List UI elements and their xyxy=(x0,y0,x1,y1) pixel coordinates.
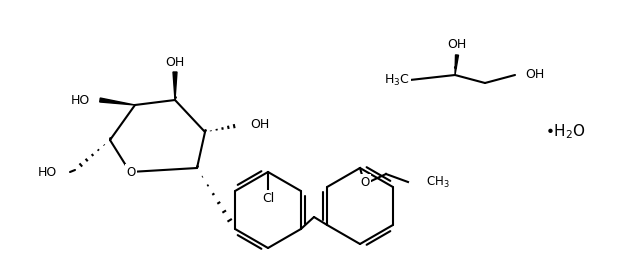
Polygon shape xyxy=(100,98,135,105)
Text: Cl: Cl xyxy=(262,191,274,205)
Text: OH: OH xyxy=(525,68,545,82)
Text: H$_3$C: H$_3$C xyxy=(385,72,410,88)
Text: O: O xyxy=(360,176,370,188)
Polygon shape xyxy=(173,72,177,100)
Text: HO: HO xyxy=(37,166,56,178)
Polygon shape xyxy=(455,55,458,75)
Text: OH: OH xyxy=(165,55,184,68)
Text: HO: HO xyxy=(70,93,90,106)
Text: CH$_3$: CH$_3$ xyxy=(426,175,450,190)
Text: •H$_2$O: •H$_2$O xyxy=(545,123,586,141)
Text: OH: OH xyxy=(447,39,467,51)
Text: O: O xyxy=(126,166,136,178)
Text: OH: OH xyxy=(250,119,269,131)
